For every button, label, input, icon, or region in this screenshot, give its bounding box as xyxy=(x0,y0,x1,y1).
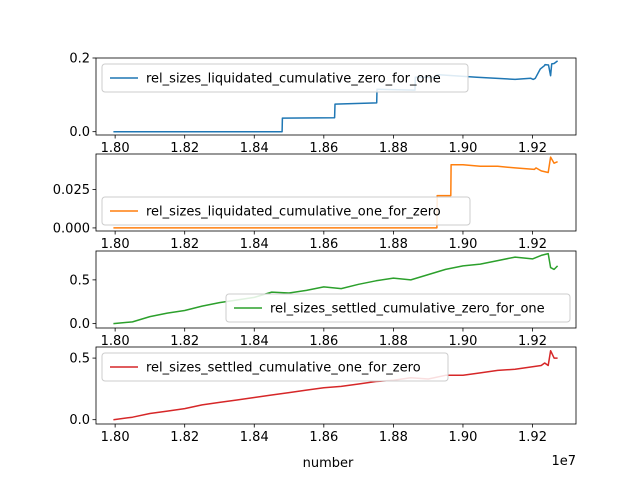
x-axis-label: number xyxy=(303,456,354,471)
x-tick-label: 1.80 xyxy=(101,141,130,156)
x-tick-label: 1.86 xyxy=(309,237,338,252)
legend: rel_sizes_settled_cumulative_one_for_zer… xyxy=(101,352,449,382)
x-tick-label: 1.90 xyxy=(448,430,477,445)
x-tick-label: 1.90 xyxy=(448,141,477,156)
x-tick-label: 1.92 xyxy=(518,334,547,349)
subplot-1: 1.80 1.82 1.84 1.86 1.88 1.90 1.92 0.0 0.2 rel_si… xyxy=(69,52,577,156)
x-tick-label: 1.88 xyxy=(379,141,408,156)
subplot-2: 1.80 1.82 1.84 1.86 1.88 1.90 1.92 0.000 0.025 re… xyxy=(53,153,577,252)
legend-label: rel_sizes_liquidated_cumulative_zero_for… xyxy=(146,72,441,87)
axes-frame xyxy=(95,250,577,329)
x-tick-label: 1.80 xyxy=(101,334,130,349)
y-tick-label: 0.025 xyxy=(53,183,90,198)
x-tick-label: 1.92 xyxy=(518,141,547,156)
axes-frame xyxy=(95,346,577,425)
x-tick-label: 1.84 xyxy=(240,430,269,445)
x-tick-label: 1.90 xyxy=(448,334,477,349)
subplot-3: 1.80 1.82 1.84 1.86 1.88 1.90 1.92 0.0 0.5 rel_si… xyxy=(69,250,577,349)
legend-label: rel_sizes_settled_cumulative_zero_for_on… xyxy=(270,302,545,317)
x-tick-label: 1.84 xyxy=(240,141,269,156)
y-tick-label: 0.0 xyxy=(69,413,90,428)
y-tick-label: 0.0 xyxy=(69,317,90,332)
series-line-1 xyxy=(113,60,559,133)
x-tick-label: 1.88 xyxy=(379,430,408,445)
x-tick-label: 1.82 xyxy=(170,430,199,445)
subplots: 1.80 1.82 1.84 1.86 1.88 1.90 1.92 0.0 0.2 rel_si… xyxy=(53,52,577,445)
legend: rel_sizes_liquidated_cumulative_one_for_… xyxy=(101,196,471,226)
x-tick-label: 1.82 xyxy=(170,141,199,156)
x-tick-label: 1.80 xyxy=(101,237,130,252)
axes-frame xyxy=(95,57,577,136)
legend-label: rel_sizes_liquidated_cumulative_one_for_… xyxy=(146,205,441,220)
x-tick-label: 1.82 xyxy=(170,334,199,349)
x-tick-label: 1.92 xyxy=(518,237,547,252)
x-tick-label: 1.84 xyxy=(240,237,269,252)
x-tick-label: 1.82 xyxy=(170,237,199,252)
series-line-3 xyxy=(113,252,559,325)
legend: rel_sizes_settled_cumulative_zero_for_on… xyxy=(225,293,571,323)
x-tick-label: 1.86 xyxy=(309,141,338,156)
x-tick-label: 1.86 xyxy=(309,430,338,445)
x-tick-label: 1.86 xyxy=(309,334,338,349)
legend-label: rel_sizes_settled_cumulative_one_for_zer… xyxy=(146,361,421,376)
x-tick-label: 1.80 xyxy=(101,430,130,445)
legend-box xyxy=(101,352,449,382)
legend-box xyxy=(101,196,471,226)
x-tick-label: 1.88 xyxy=(379,237,408,252)
legend-box xyxy=(101,63,469,93)
y-tick-label: 0.0 xyxy=(69,125,90,140)
y-tick-label: 0.2 xyxy=(69,52,90,67)
legend: rel_sizes_liquidated_cumulative_zero_for… xyxy=(101,63,469,93)
x-tick-label: 1.90 xyxy=(448,237,477,252)
y-tick-label: 0.5 xyxy=(69,273,90,288)
axes-frame xyxy=(95,153,577,232)
y-tick-label: 0.000 xyxy=(53,221,90,236)
x-tick-label: 1.92 xyxy=(518,430,547,445)
x-tick-label: 1.88 xyxy=(379,334,408,349)
x-axis-offset-label: 1e7 xyxy=(551,454,576,469)
x-tick-label: 1.84 xyxy=(240,334,269,349)
y-tick-label: 0.5 xyxy=(69,352,90,367)
subplot-4: 1.80 1.82 1.84 1.86 1.88 1.90 1.92 0.0 0.5 rel_si… xyxy=(69,346,577,445)
legend-box xyxy=(225,293,571,323)
series-line-2 xyxy=(113,156,558,229)
